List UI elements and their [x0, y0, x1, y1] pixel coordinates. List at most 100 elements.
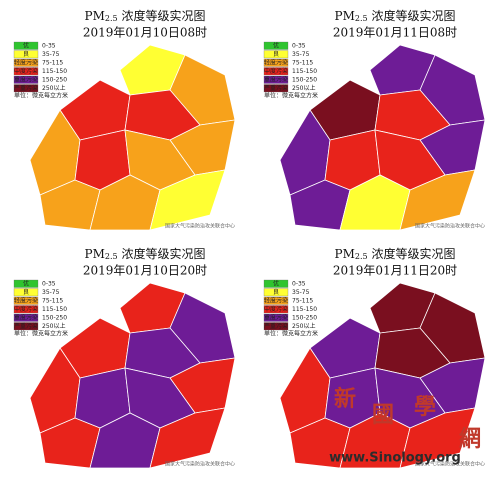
watermark-char: 學 — [414, 394, 436, 420]
legend-label: 优 — [273, 280, 279, 288]
panel-date: 2019年01月10日20时 — [83, 264, 207, 278]
legend-range: 250以上 — [42, 84, 65, 92]
legend-range: 0-35 — [292, 281, 306, 288]
legend-swatch — [13, 313, 39, 322]
legend-range: 150-250 — [42, 77, 67, 84]
map-region — [399, 169, 476, 231]
legend-swatch — [13, 296, 39, 305]
legend-range: 115-150 — [42, 306, 67, 313]
legend-swatch — [13, 288, 39, 297]
legend-label: 轻度污染 — [264, 59, 288, 67]
watermark-char: 網 — [459, 426, 481, 452]
legend-label: 中度污染 — [264, 305, 288, 313]
legend-unit: 单位：微克每立方米 — [264, 92, 318, 100]
legend-range: 0-35 — [42, 281, 56, 288]
legend-label: 良 — [23, 50, 29, 58]
watermark-char: 國 — [372, 402, 394, 428]
legend-range: 150-250 — [292, 77, 317, 84]
legend-unit: 单位：微克每立方米 — [14, 330, 68, 338]
legend-swatch — [13, 84, 39, 93]
legend-label: 轻度污染 — [14, 297, 38, 305]
legend-label: 优 — [23, 280, 29, 288]
legend-range: 250以上 — [42, 322, 65, 330]
legend-range: 35-75 — [42, 51, 60, 58]
legend-swatch — [13, 75, 39, 84]
legend-range: 250以上 — [292, 84, 315, 92]
legend-range: 150-250 — [42, 315, 67, 322]
panel-title: PM2.5 浓度等级实况图 — [85, 8, 206, 24]
watermark-url: www.Sinology.org — [329, 451, 461, 466]
legend-swatch — [263, 296, 289, 305]
legend-range: 75-115 — [42, 60, 63, 67]
legend-label: 重度污染 — [14, 76, 38, 84]
legend-label: 优 — [23, 42, 29, 50]
legend-range: 115-150 — [292, 306, 317, 313]
legend-swatch — [263, 322, 289, 331]
panel-title: PM2.5 浓度等级实况图 — [335, 8, 456, 24]
legend-range: 115-150 — [292, 68, 317, 75]
legend-label: 重度污染 — [264, 76, 288, 84]
legend-swatch — [263, 288, 289, 297]
legend-label: 轻度污染 — [14, 59, 38, 67]
source-note: 国家大气污染防治攻关联合中心 — [165, 461, 235, 468]
legend-swatch — [13, 67, 39, 76]
legend-label: 轻度污染 — [264, 297, 288, 305]
legend-label: 严重污染 — [14, 322, 38, 330]
legend-range: 115-150 — [42, 68, 67, 75]
panel-date: 2019年01月11日20时 — [333, 264, 457, 278]
legend-swatch — [13, 50, 39, 59]
watermark-char: 新 — [334, 386, 356, 412]
legend-swatch — [13, 305, 39, 314]
legend-label: 中度污染 — [14, 67, 38, 75]
legend-range: 250以上 — [292, 322, 315, 330]
map-region — [399, 407, 476, 469]
panel-date: 2019年01月10日08时 — [83, 26, 207, 40]
legend-label: 重度污染 — [14, 314, 38, 322]
legend-swatch — [13, 41, 39, 50]
source-note: 国家大气污染防治攻关联合中心 — [165, 223, 235, 230]
legend-range: 35-75 — [42, 289, 60, 296]
legend-range: 75-115 — [42, 298, 63, 305]
panel-title: PM2.5 浓度等级实况图 — [335, 246, 456, 262]
legend-range: 35-75 — [292, 51, 310, 58]
legend-swatch — [263, 305, 289, 314]
legend-label: 严重污染 — [264, 84, 288, 92]
legend-swatch — [13, 279, 39, 288]
legend-label: 中度污染 — [264, 67, 288, 75]
legend-label: 良 — [273, 50, 279, 58]
legend-range: 0-35 — [42, 43, 56, 50]
legend-swatch — [263, 279, 289, 288]
legend-label: 中度污染 — [14, 305, 38, 313]
legend-range: 0-35 — [292, 43, 306, 50]
legend-swatch — [13, 322, 39, 331]
legend-swatch — [263, 50, 289, 59]
legend-label: 良 — [273, 288, 279, 296]
legend-swatch — [263, 58, 289, 67]
legend-label: 重度污染 — [264, 314, 288, 322]
legend-range: 150-250 — [292, 315, 317, 322]
legend-unit: 单位：微克每立方米 — [264, 330, 318, 338]
map-region — [149, 407, 226, 469]
panel-title: PM2.5 浓度等级实况图 — [85, 246, 206, 262]
legend-label: 严重污染 — [14, 84, 38, 92]
legend-label: 严重污染 — [264, 322, 288, 330]
legend-range: 35-75 — [292, 289, 310, 296]
legend-unit: 单位：微克每立方米 — [14, 92, 68, 100]
legend-swatch — [263, 313, 289, 322]
source-note: 国家大气污染防治攻关联合中心 — [415, 461, 485, 468]
legend-label: 优 — [273, 42, 279, 50]
legend-swatch — [263, 41, 289, 50]
panel-date: 2019年01月11日08时 — [333, 26, 457, 40]
legend-swatch — [263, 67, 289, 76]
source-note: 国家大气污染防治攻关联合中心 — [415, 223, 485, 230]
legend-swatch — [263, 84, 289, 93]
legend-label: 良 — [23, 288, 29, 296]
map-region — [149, 169, 226, 231]
legend-range: 75-115 — [292, 298, 313, 305]
legend-range: 75-115 — [292, 60, 313, 67]
